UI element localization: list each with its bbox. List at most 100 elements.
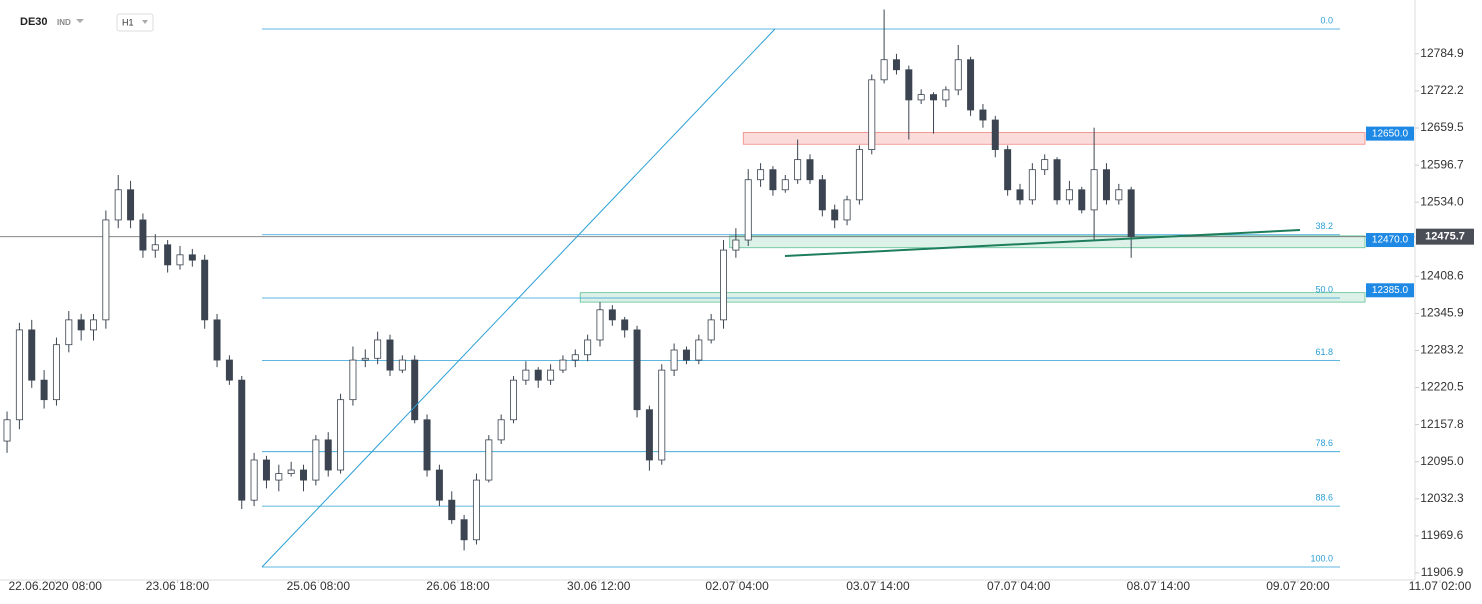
- candle-body: [744, 179, 752, 241]
- interval-select[interactable]: [116, 13, 154, 32]
- candle-body: [967, 59, 975, 111]
- candle-body: [608, 309, 616, 321]
- candle-body: [497, 419, 505, 441]
- candle-body: [238, 379, 246, 501]
- y-tick-label: 12345.9: [1420, 306, 1464, 320]
- candle-body: [324, 439, 332, 471]
- trend-line: [784, 229, 1301, 257]
- candle-body: [225, 359, 233, 381]
- candle-body: [349, 359, 357, 401]
- interval[interactable]: H1: [122, 17, 134, 27]
- candle-body: [287, 469, 295, 474]
- candle-body: [448, 499, 456, 521]
- candle-body: [1090, 169, 1098, 211]
- candle-body: [423, 419, 431, 471]
- candle-body: [1016, 189, 1024, 201]
- candle-body: [201, 259, 209, 321]
- candle-body: [757, 169, 765, 181]
- candle-body: [65, 319, 73, 346]
- y-tick-label: 12784.9: [1420, 46, 1464, 60]
- candle-body: [127, 189, 135, 221]
- candle-body: [880, 59, 888, 81]
- y-tick-label: 12534.0: [1420, 194, 1464, 208]
- candle-body: [843, 199, 851, 221]
- x-tick-label: 09.07 20:00: [1266, 579, 1330, 593]
- dropdown-arrow[interactable]: [142, 20, 148, 24]
- x-tick-label: 11.07 02:00: [1409, 579, 1472, 593]
- x-tick-label: 26.06 18:00: [426, 579, 490, 593]
- y-tick-label: 11969.6: [1421, 528, 1464, 542]
- candle-body: [794, 159, 802, 181]
- zone: [579, 292, 1366, 303]
- candle-body: [1004, 149, 1012, 191]
- candle-body: [1102, 169, 1110, 201]
- y-tick-label: 12095.0: [1420, 454, 1464, 468]
- x-tick-label: 03.07 14:00: [846, 579, 910, 593]
- candle-body: [250, 459, 258, 501]
- candle-body: [262, 459, 270, 481]
- candle-body: [176, 254, 184, 266]
- y-tick-label: 11906.9: [1421, 565, 1464, 579]
- trend-line: [261, 28, 776, 568]
- candle-body: [621, 319, 629, 331]
- candle-body: [151, 244, 159, 251]
- candle-body: [868, 79, 876, 150]
- candle-body: [398, 359, 406, 371]
- x-tick-label: 22.06.2020 08:00: [9, 579, 103, 593]
- fib-label: 78.6: [1315, 438, 1333, 448]
- x-tick-label: 25.06 08:00: [287, 579, 351, 593]
- candle-body: [855, 149, 863, 201]
- candle-body: [1078, 189, 1086, 211]
- candle-body: [806, 159, 814, 181]
- candle-body: [77, 319, 85, 331]
- candle-body: [633, 329, 641, 411]
- candle-body: [720, 249, 728, 321]
- candle-body: [485, 439, 493, 481]
- candle-body: [1127, 189, 1135, 238]
- candle-body: [571, 354, 579, 361]
- price-badge-label: 12385.0: [1372, 285, 1409, 296]
- price-badge: [1366, 233, 1414, 248]
- y-tick-label: 12659.5: [1420, 120, 1464, 134]
- last-price-badge: [1416, 228, 1474, 245]
- x-tick-label: 23.06 18:00: [146, 579, 210, 593]
- candle-body: [942, 89, 950, 101]
- candle-body: [213, 319, 221, 361]
- candle-body: [979, 109, 987, 121]
- candle-body: [769, 169, 777, 191]
- zone: [742, 132, 1366, 145]
- candle-body: [781, 179, 789, 191]
- candle-body: [300, 469, 308, 481]
- candle-body: [658, 369, 666, 461]
- price-badge: [1366, 283, 1414, 298]
- candle-body: [90, 319, 98, 331]
- candle-body: [732, 239, 740, 251]
- candle-body: [374, 339, 382, 359]
- symbol[interactable]: DE30: [20, 16, 48, 28]
- candle-body: [991, 119, 999, 150]
- candle-body: [435, 469, 443, 501]
- candle-body: [3, 419, 11, 442]
- candle-body: [275, 473, 283, 481]
- candle-body: [164, 244, 172, 266]
- candle-body: [1065, 189, 1073, 201]
- candle-body: [670, 349, 678, 371]
- fib-label: 61.8: [1315, 347, 1333, 357]
- fib-label: 0.0: [1320, 15, 1333, 25]
- candle-body: [917, 94, 925, 101]
- fib-label: 100.0: [1310, 553, 1333, 563]
- candle-body: [28, 329, 36, 381]
- candle-body: [818, 179, 826, 211]
- dropdown-arrow[interactable]: [76, 19, 84, 23]
- x-tick-label: 08.07 14:00: [1127, 579, 1191, 593]
- candle-body: [1053, 159, 1061, 201]
- candle-body: [954, 59, 962, 91]
- y-tick-label: 12283.2: [1420, 343, 1464, 357]
- y-tick-label: 12596.7: [1420, 157, 1464, 171]
- candle-body: [547, 369, 555, 381]
- x-tick-label: 30.06 12:00: [567, 579, 631, 593]
- candle-body: [411, 359, 419, 421]
- price-badge-label: 12470.0: [1372, 235, 1409, 246]
- candle-body: [337, 399, 345, 471]
